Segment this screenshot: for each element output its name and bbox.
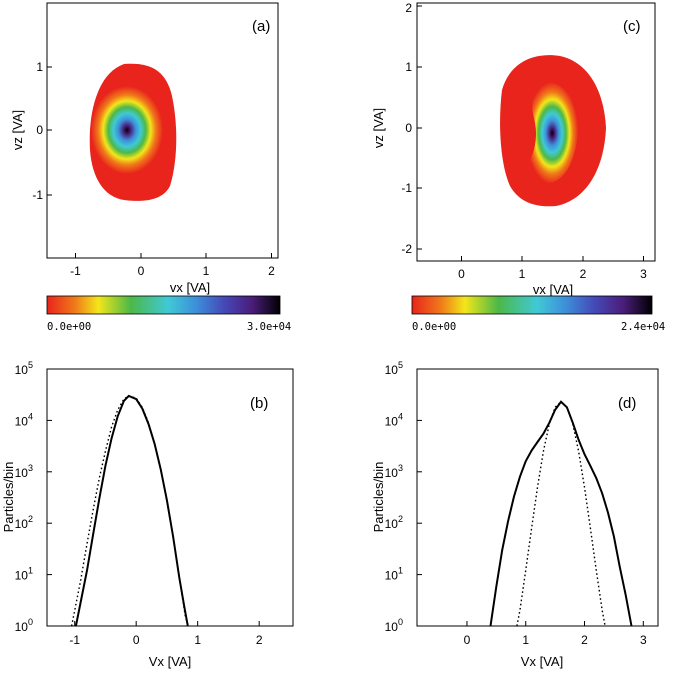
panel-d: (d) 0 1 2 3 100 101 102 103 104 105 Vx [VA] Parti… [371,360,659,669]
heatmap-c-core [526,82,579,185]
x-axis-label-d: Vx [VA] [521,654,563,669]
y-axis-label-b: Particles/bin [1,462,16,533]
y-axis-label-d: Particles/bin [371,462,386,533]
y-tick-label-c: -2 [401,242,412,256]
colorbar-a-min-label: 0.0e+00 [47,321,91,333]
series-line-dotted-d [516,400,606,627]
colorbar-a-max-label: 3.0e+04 [247,321,291,333]
x-tick-label-d: 3 [640,633,647,647]
y-tick-label-b: 101 [15,566,33,583]
x-tick-label-d: 2 [581,633,588,647]
plot-frame-c [416,2,656,262]
plot-frame-d [416,368,659,627]
y-ticks-a: -1 0 1 [32,60,52,202]
y-tick-label-a: 0 [36,123,43,137]
line-marks-b [70,394,190,627]
x-tick-label-a: 2 [268,264,275,278]
x-axis-label-a: vx [VA] [170,280,210,295]
panel-a: (a) -1 0 1 2 -1 0 1 vx [VA] vz [VA] 0.0e… [10,2,291,333]
axis-ticks-d: 0 1 2 3 100 101 102 103 104 105 [385,360,647,647]
y-ticks-c: -2 -1 0 1 2 [401,1,422,256]
colorbar-c-min-label: 0.0e+00 [412,321,456,333]
panel-c: (c) 0 1 2 3 -2 -1 0 1 2 vx [VA] vz [VA] … [371,1,665,333]
line-marks-d [489,400,633,627]
panel-label-b: (b) [250,395,268,412]
y-tick-label-c: 2 [405,1,412,15]
x-tick-label-b: -1 [69,633,80,647]
x-tick-label-d: 0 [464,633,471,647]
y-tick-label-d: 104 [385,411,403,428]
x-tick-label-c: 0 [458,267,465,281]
x-ticks-a: -1 0 1 2 [70,253,275,278]
y-tick-label-a: -1 [32,188,43,202]
x-tick-label-a: 0 [138,264,145,278]
series-line-dotted-b [70,395,190,627]
y-axis-label-c: vz [VA] [371,108,386,148]
y-tick-label-a: 1 [36,60,43,74]
x-ticks-c: 0 1 2 3 [458,256,647,281]
y-tick-label-b: 103 [15,463,33,480]
x-tick-label-a: -1 [70,264,81,278]
heatmap-a-core [91,86,163,174]
y-axis-label-a: vz [VA] [10,110,25,150]
y-tick-label-d: 100 [385,617,403,634]
x-tick-label-b: 0 [133,633,140,647]
series-line-solid-b [74,394,189,627]
x-tick-label-b: 1 [194,633,201,647]
y-tick-label-b: 105 [15,360,33,377]
x-tick-label-c: 3 [640,267,647,281]
panel-b: (b) -1 0 1 2 100 101 102 103 104 105 Vx [VA] Part… [1,360,294,669]
series-line-solid-d [489,400,633,627]
plot-frame-b [46,368,294,627]
y-tick-label-d: 105 [385,360,403,377]
y-tick-label-c: 1 [405,60,412,74]
panel-label-c: (c) [623,18,641,35]
x-tick-label-b: 2 [256,633,263,647]
y-tick-label-c: -1 [401,181,412,195]
y-tick-label-d: 101 [385,566,403,583]
x-tick-label-c: 1 [519,267,526,281]
y-tick-label-c: 0 [405,121,412,135]
y-tick-label-d: 102 [385,514,403,531]
y-tick-label-b: 102 [15,514,33,531]
x-tick-label-c: 2 [580,267,587,281]
y-tick-label-d: 103 [385,463,403,480]
x-tick-label-d: 1 [522,633,529,647]
y-tick-label-b: 100 [15,617,33,634]
colorbar-c-max-label: 2.4e+04 [621,321,665,333]
x-tick-label-a: 1 [203,264,210,278]
x-axis-label-c: vx [VA] [533,282,573,297]
panel-label-a: (a) [252,18,270,35]
colorbar-a [46,295,281,315]
colorbar-c [411,295,653,315]
y-tick-label-b: 104 [15,411,33,428]
panel-label-d: (d) [618,395,636,412]
x-axis-label-b: Vx [VA] [149,654,191,669]
